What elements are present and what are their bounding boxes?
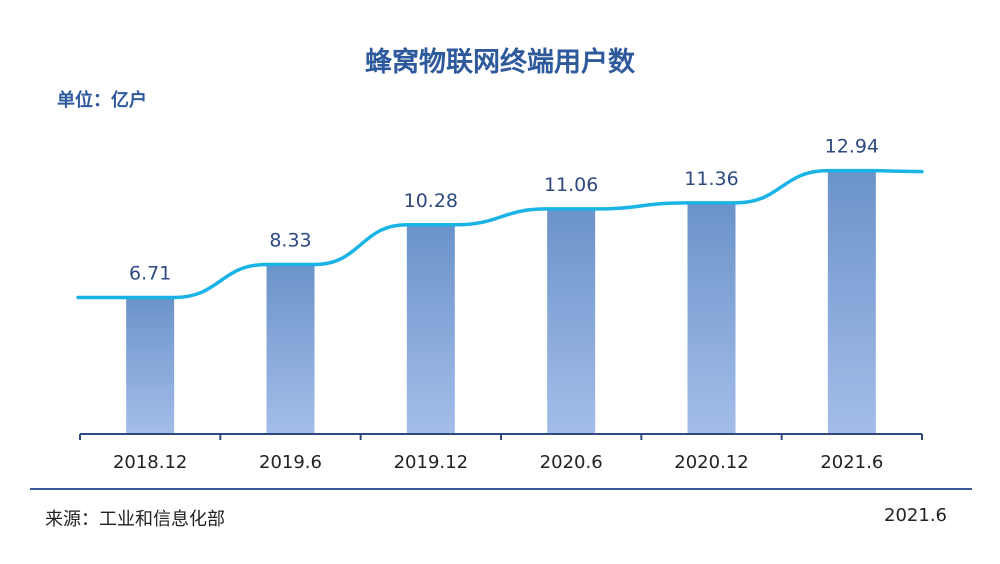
x-tick-label-2020.12: 2020.12 — [674, 452, 748, 473]
x-tick-label-2019.12: 2019.12 — [394, 452, 468, 473]
value-label-2019.12: 10.28 — [404, 190, 458, 212]
value-label-2020.12: 11.36 — [684, 168, 738, 190]
date-label: 2021.6 — [884, 505, 947, 526]
footer-divider — [30, 488, 972, 490]
x-axis — [79, 433, 923, 440]
value-labels-group: 6.71 8.33 10.28 11.06 11.36 12.94 — [129, 136, 879, 285]
value-label-2018.12: 6.71 — [129, 262, 171, 284]
source-label: 来源：工业和信息化部 — [45, 509, 225, 530]
trend-line — [76, 168, 924, 300]
bar-2020.12 — [687, 202, 736, 434]
x-tick-label-2021.6: 2021.6 — [820, 452, 883, 473]
bar-2019.6 — [266, 264, 315, 434]
value-label-2021.6: 12.94 — [825, 136, 879, 158]
chart-title: 蜂窝物联网终端用户数 — [365, 47, 635, 78]
bars-group — [126, 170, 876, 434]
value-label-2019.6: 8.33 — [269, 229, 311, 251]
unit-label: 单位：亿户 — [57, 90, 147, 111]
x-tick-label-2019.6: 2019.6 — [259, 452, 322, 473]
value-label-2020.6: 11.06 — [544, 174, 598, 196]
bar-2019.12 — [406, 224, 455, 434]
bar-2018.12 — [126, 297, 175, 434]
bar-2020.6 — [547, 208, 596, 434]
trend-line-group — [76, 168, 924, 300]
x-tick-labels-group: 2018.12 2019.6 2019.12 2020.6 2020.12 2021.6 — [113, 452, 883, 473]
x-tick-label-2020.6: 2020.6 — [540, 452, 603, 473]
bar-2021.6 — [827, 170, 876, 434]
x-tick-label-2018.12: 2018.12 — [113, 452, 187, 473]
